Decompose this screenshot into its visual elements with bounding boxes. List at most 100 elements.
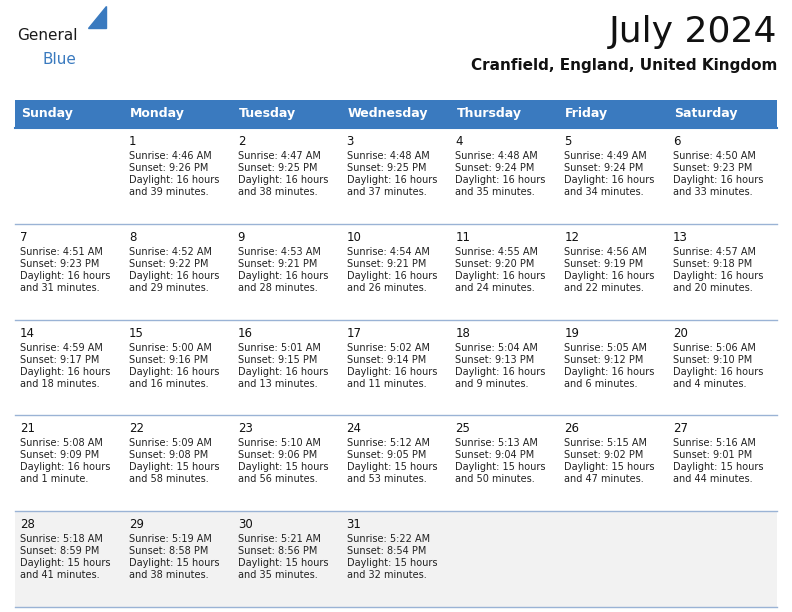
Text: Sunrise: 4:52 AM: Sunrise: 4:52 AM [129,247,211,257]
Text: Daylight: 16 hours: Daylight: 16 hours [564,271,655,281]
Text: Sunrise: 5:10 AM: Sunrise: 5:10 AM [238,438,321,449]
Text: Sunset: 9:22 PM: Sunset: 9:22 PM [129,259,208,269]
Text: Daylight: 15 hours: Daylight: 15 hours [129,558,219,568]
Text: Daylight: 16 hours: Daylight: 16 hours [347,271,437,281]
Text: and 47 minutes.: and 47 minutes. [564,474,644,485]
Text: Sunrise: 5:16 AM: Sunrise: 5:16 AM [673,438,756,449]
Bar [15,128,777,224]
Text: Friday: Friday [565,108,608,121]
Text: and 34 minutes.: and 34 minutes. [564,187,644,197]
Text: Sunrise: 4:59 AM: Sunrise: 4:59 AM [20,343,103,353]
Text: Sunrise: 5:13 AM: Sunrise: 5:13 AM [455,438,539,449]
Text: 11: 11 [455,231,470,244]
Text: Sunrise: 5:05 AM: Sunrise: 5:05 AM [564,343,647,353]
Text: Sunrise: 5:01 AM: Sunrise: 5:01 AM [238,343,321,353]
Text: 29: 29 [129,518,144,531]
Text: Daylight: 16 hours: Daylight: 16 hours [455,367,546,376]
Text: Sunset: 9:23 PM: Sunset: 9:23 PM [20,259,99,269]
Text: Sunset: 9:06 PM: Sunset: 9:06 PM [238,450,317,460]
Text: and 56 minutes.: and 56 minutes. [238,474,318,485]
Text: Wednesday: Wednesday [348,108,428,121]
Text: 25: 25 [455,422,470,435]
Text: Sunset: 9:24 PM: Sunset: 9:24 PM [564,163,644,173]
Text: and 20 minutes.: and 20 minutes. [673,283,753,293]
Text: Daylight: 16 hours: Daylight: 16 hours [238,175,328,185]
Text: Daylight: 16 hours: Daylight: 16 hours [455,271,546,281]
Text: and 26 minutes.: and 26 minutes. [347,283,426,293]
Text: Sunrise: 5:02 AM: Sunrise: 5:02 AM [347,343,429,353]
Text: Blue: Blue [43,52,77,67]
Text: Daylight: 16 hours: Daylight: 16 hours [673,271,763,281]
Text: and 38 minutes.: and 38 minutes. [238,187,318,197]
Text: Tuesday: Tuesday [238,108,296,121]
Text: Sunset: 9:10 PM: Sunset: 9:10 PM [673,354,752,365]
Text: 26: 26 [564,422,579,435]
Text: Sunrise: 4:46 AM: Sunrise: 4:46 AM [129,151,211,161]
Text: 4: 4 [455,135,463,148]
Text: Sunday: Sunday [21,108,73,121]
Text: and 39 minutes.: and 39 minutes. [129,187,208,197]
Text: Daylight: 16 hours: Daylight: 16 hours [238,271,328,281]
Text: Daylight: 16 hours: Daylight: 16 hours [455,175,546,185]
Text: Sunset: 8:56 PM: Sunset: 8:56 PM [238,546,317,556]
Text: Sunset: 9:23 PM: Sunset: 9:23 PM [673,163,752,173]
Text: Sunrise: 5:04 AM: Sunrise: 5:04 AM [455,343,539,353]
Text: and 38 minutes.: and 38 minutes. [129,570,208,580]
Text: Daylight: 16 hours: Daylight: 16 hours [238,367,328,376]
Text: Daylight: 16 hours: Daylight: 16 hours [20,463,110,472]
Text: Daylight: 15 hours: Daylight: 15 hours [129,463,219,472]
Bar [15,224,777,319]
Text: and 28 minutes.: and 28 minutes. [238,283,318,293]
Text: Daylight: 16 hours: Daylight: 16 hours [347,175,437,185]
Text: and 13 minutes.: and 13 minutes. [238,379,318,389]
Text: Daylight: 15 hours: Daylight: 15 hours [347,558,437,568]
Text: and 16 minutes.: and 16 minutes. [129,379,208,389]
Text: Sunrise: 4:53 AM: Sunrise: 4:53 AM [238,247,321,257]
Text: 7: 7 [20,231,28,244]
Text: Sunset: 8:59 PM: Sunset: 8:59 PM [20,546,99,556]
Text: and 53 minutes.: and 53 minutes. [347,474,426,485]
Text: Sunrise: 4:48 AM: Sunrise: 4:48 AM [455,151,539,161]
Text: Sunset: 9:21 PM: Sunset: 9:21 PM [238,259,317,269]
Text: Daylight: 16 hours: Daylight: 16 hours [129,175,219,185]
Text: Sunrise: 4:54 AM: Sunrise: 4:54 AM [347,247,429,257]
Text: 19: 19 [564,327,579,340]
Text: 10: 10 [347,231,361,244]
Text: Sunset: 9:25 PM: Sunset: 9:25 PM [347,163,426,173]
Text: and 4 minutes.: and 4 minutes. [673,379,747,389]
Text: 28: 28 [20,518,35,531]
Text: and 50 minutes.: and 50 minutes. [455,474,535,485]
Text: Daylight: 15 hours: Daylight: 15 hours [238,558,328,568]
Text: Cranfield, England, United Kingdom: Cranfield, England, United Kingdom [470,58,777,73]
Text: Sunrise: 4:56 AM: Sunrise: 4:56 AM [564,247,647,257]
Text: 18: 18 [455,327,470,340]
Text: and 18 minutes.: and 18 minutes. [20,379,100,389]
Text: Daylight: 15 hours: Daylight: 15 hours [238,463,328,472]
Text: and 37 minutes.: and 37 minutes. [347,187,426,197]
Text: and 24 minutes.: and 24 minutes. [455,283,535,293]
Text: Sunrise: 5:18 AM: Sunrise: 5:18 AM [20,534,103,544]
Text: 9: 9 [238,231,246,244]
Text: Sunrise: 4:55 AM: Sunrise: 4:55 AM [455,247,539,257]
Text: Daylight: 16 hours: Daylight: 16 hours [129,367,219,376]
Text: Sunrise: 5:00 AM: Sunrise: 5:00 AM [129,343,211,353]
Text: Sunrise: 5:19 AM: Sunrise: 5:19 AM [129,534,211,544]
Bar [15,511,777,607]
Text: Sunset: 9:15 PM: Sunset: 9:15 PM [238,354,317,365]
Text: Sunset: 9:24 PM: Sunset: 9:24 PM [455,163,535,173]
Text: and 11 minutes.: and 11 minutes. [347,379,426,389]
Text: and 1 minute.: and 1 minute. [20,474,89,485]
Bar [15,319,777,416]
Text: Sunrise: 4:51 AM: Sunrise: 4:51 AM [20,247,103,257]
Text: Monday: Monday [130,108,185,121]
Text: 2: 2 [238,135,246,148]
Text: Sunset: 9:04 PM: Sunset: 9:04 PM [455,450,535,460]
Text: 6: 6 [673,135,680,148]
Text: Daylight: 16 hours: Daylight: 16 hours [129,271,219,281]
Text: 16: 16 [238,327,253,340]
Text: Daylight: 16 hours: Daylight: 16 hours [673,175,763,185]
Text: 12: 12 [564,231,579,244]
Text: 30: 30 [238,518,253,531]
Text: Sunrise: 5:06 AM: Sunrise: 5:06 AM [673,343,756,353]
Text: Sunrise: 4:48 AM: Sunrise: 4:48 AM [347,151,429,161]
